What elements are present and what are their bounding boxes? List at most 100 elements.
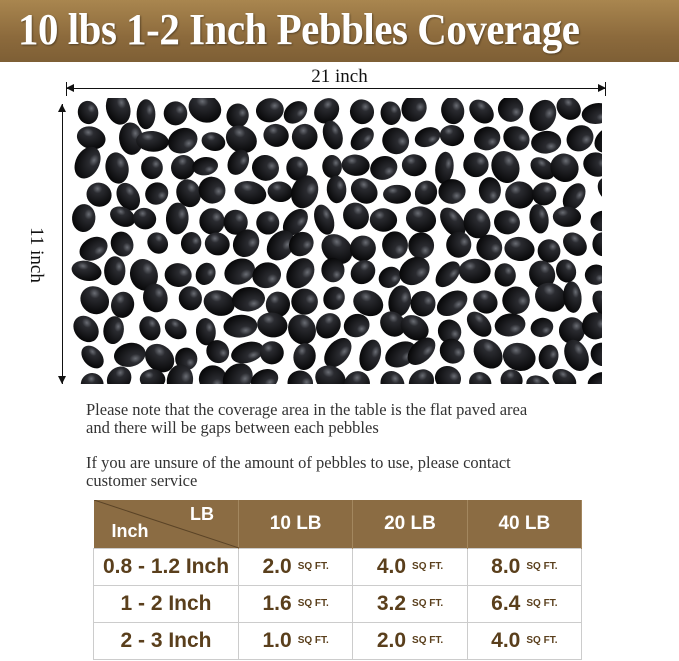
pebble [382,127,410,155]
coverage-table: LB Inch 10 LB 20 LB 40 LB 0.8 - 1.2 Inch… [93,500,583,660]
pebble [405,206,437,233]
pebble [77,100,99,125]
coverage-cell: 4.0 SQ FT. [466,621,583,660]
pebble [105,98,131,125]
pebble [504,236,535,262]
pebble [446,231,472,258]
pebble [502,286,530,315]
pebble [288,231,314,257]
pebble [350,178,378,204]
pebble [86,182,112,207]
pebble [343,202,369,230]
pebble [163,101,188,126]
pebble [494,263,516,287]
pebble [437,319,462,344]
pebble [110,231,134,257]
pebble [106,366,132,384]
pebble [435,261,461,288]
pebble [164,263,192,287]
pebble [231,341,264,364]
coverage-cell: 2.0 SQ FT. [352,621,468,660]
title: 10 lbs 1-2 Inch Pebbles Coverage [18,5,580,54]
pebble [119,122,144,155]
unit: SQ FT. [526,561,558,573]
pebble [435,151,454,184]
pebble [436,290,468,317]
pebbles-photo [71,98,602,384]
corner-header: LB Inch [93,500,239,548]
pebble [341,154,370,176]
pebble [564,339,589,371]
pebble [408,369,435,384]
pebble [105,152,129,184]
coverage-value: 1.6 [262,591,292,615]
pebble [380,311,406,337]
coverage-cell: 4.0 SQ FT. [352,547,468,586]
pebble [201,132,226,152]
unit: SQ FT. [297,635,329,647]
pebble [562,183,586,210]
pebble [178,286,202,311]
pebble [288,314,316,345]
pebble [103,316,124,345]
pebble [532,182,557,206]
pebble [227,149,250,175]
pebble [291,175,319,209]
pebble [350,260,376,285]
pebble [552,368,577,384]
pebble [414,127,441,148]
unit: SQ FT. [526,635,558,647]
pebble [291,288,318,315]
pebble [538,344,559,370]
pebble [469,372,492,384]
coverage-cell: 8.0 SQ FT. [466,547,583,586]
pebble [558,317,585,344]
pebble [563,232,587,256]
pebble [491,151,520,184]
pebble [349,235,376,262]
coverage-value: 3.2 [376,591,407,615]
pebble [166,364,194,384]
pebble [582,312,602,340]
pebble [266,230,295,261]
pebble [257,312,288,338]
pebble [80,373,104,384]
pebble [176,179,201,208]
pebble [529,204,549,234]
pebble [597,177,602,201]
pebble [322,120,343,150]
pebble [73,315,99,343]
pebble [476,234,503,261]
note-line: customer service [86,471,198,490]
table-row: 0.8 - 1.2 Inch 2.0 SQ FT. 4.0 SQ FT. 8.0 SQ FT… [93,547,583,586]
pebble [380,101,401,126]
corner-lb: LB [190,504,214,524]
pebble [255,98,284,123]
pebble [314,98,340,124]
pebble [223,209,248,235]
pebble [223,314,258,338]
pebble [283,101,308,124]
pebble [349,99,375,125]
width-label: 21 inch [311,66,368,87]
pebble [139,369,166,384]
pebble [267,181,293,203]
pebble [232,229,260,258]
pebble [145,182,169,205]
pebble [592,290,602,319]
pebble [79,236,108,261]
pebble [550,153,579,183]
unit: SQ FT. [412,561,444,573]
pebble [399,256,430,286]
pebble [72,204,96,233]
pebble [383,184,411,204]
unit: SQ FT. [412,598,444,610]
pebble [199,208,225,235]
pebble [231,286,266,312]
pebble [291,123,318,150]
pebble [145,343,175,373]
pebble [265,291,291,318]
pebble [324,337,352,368]
pebble [323,286,345,310]
pebble [552,206,582,227]
